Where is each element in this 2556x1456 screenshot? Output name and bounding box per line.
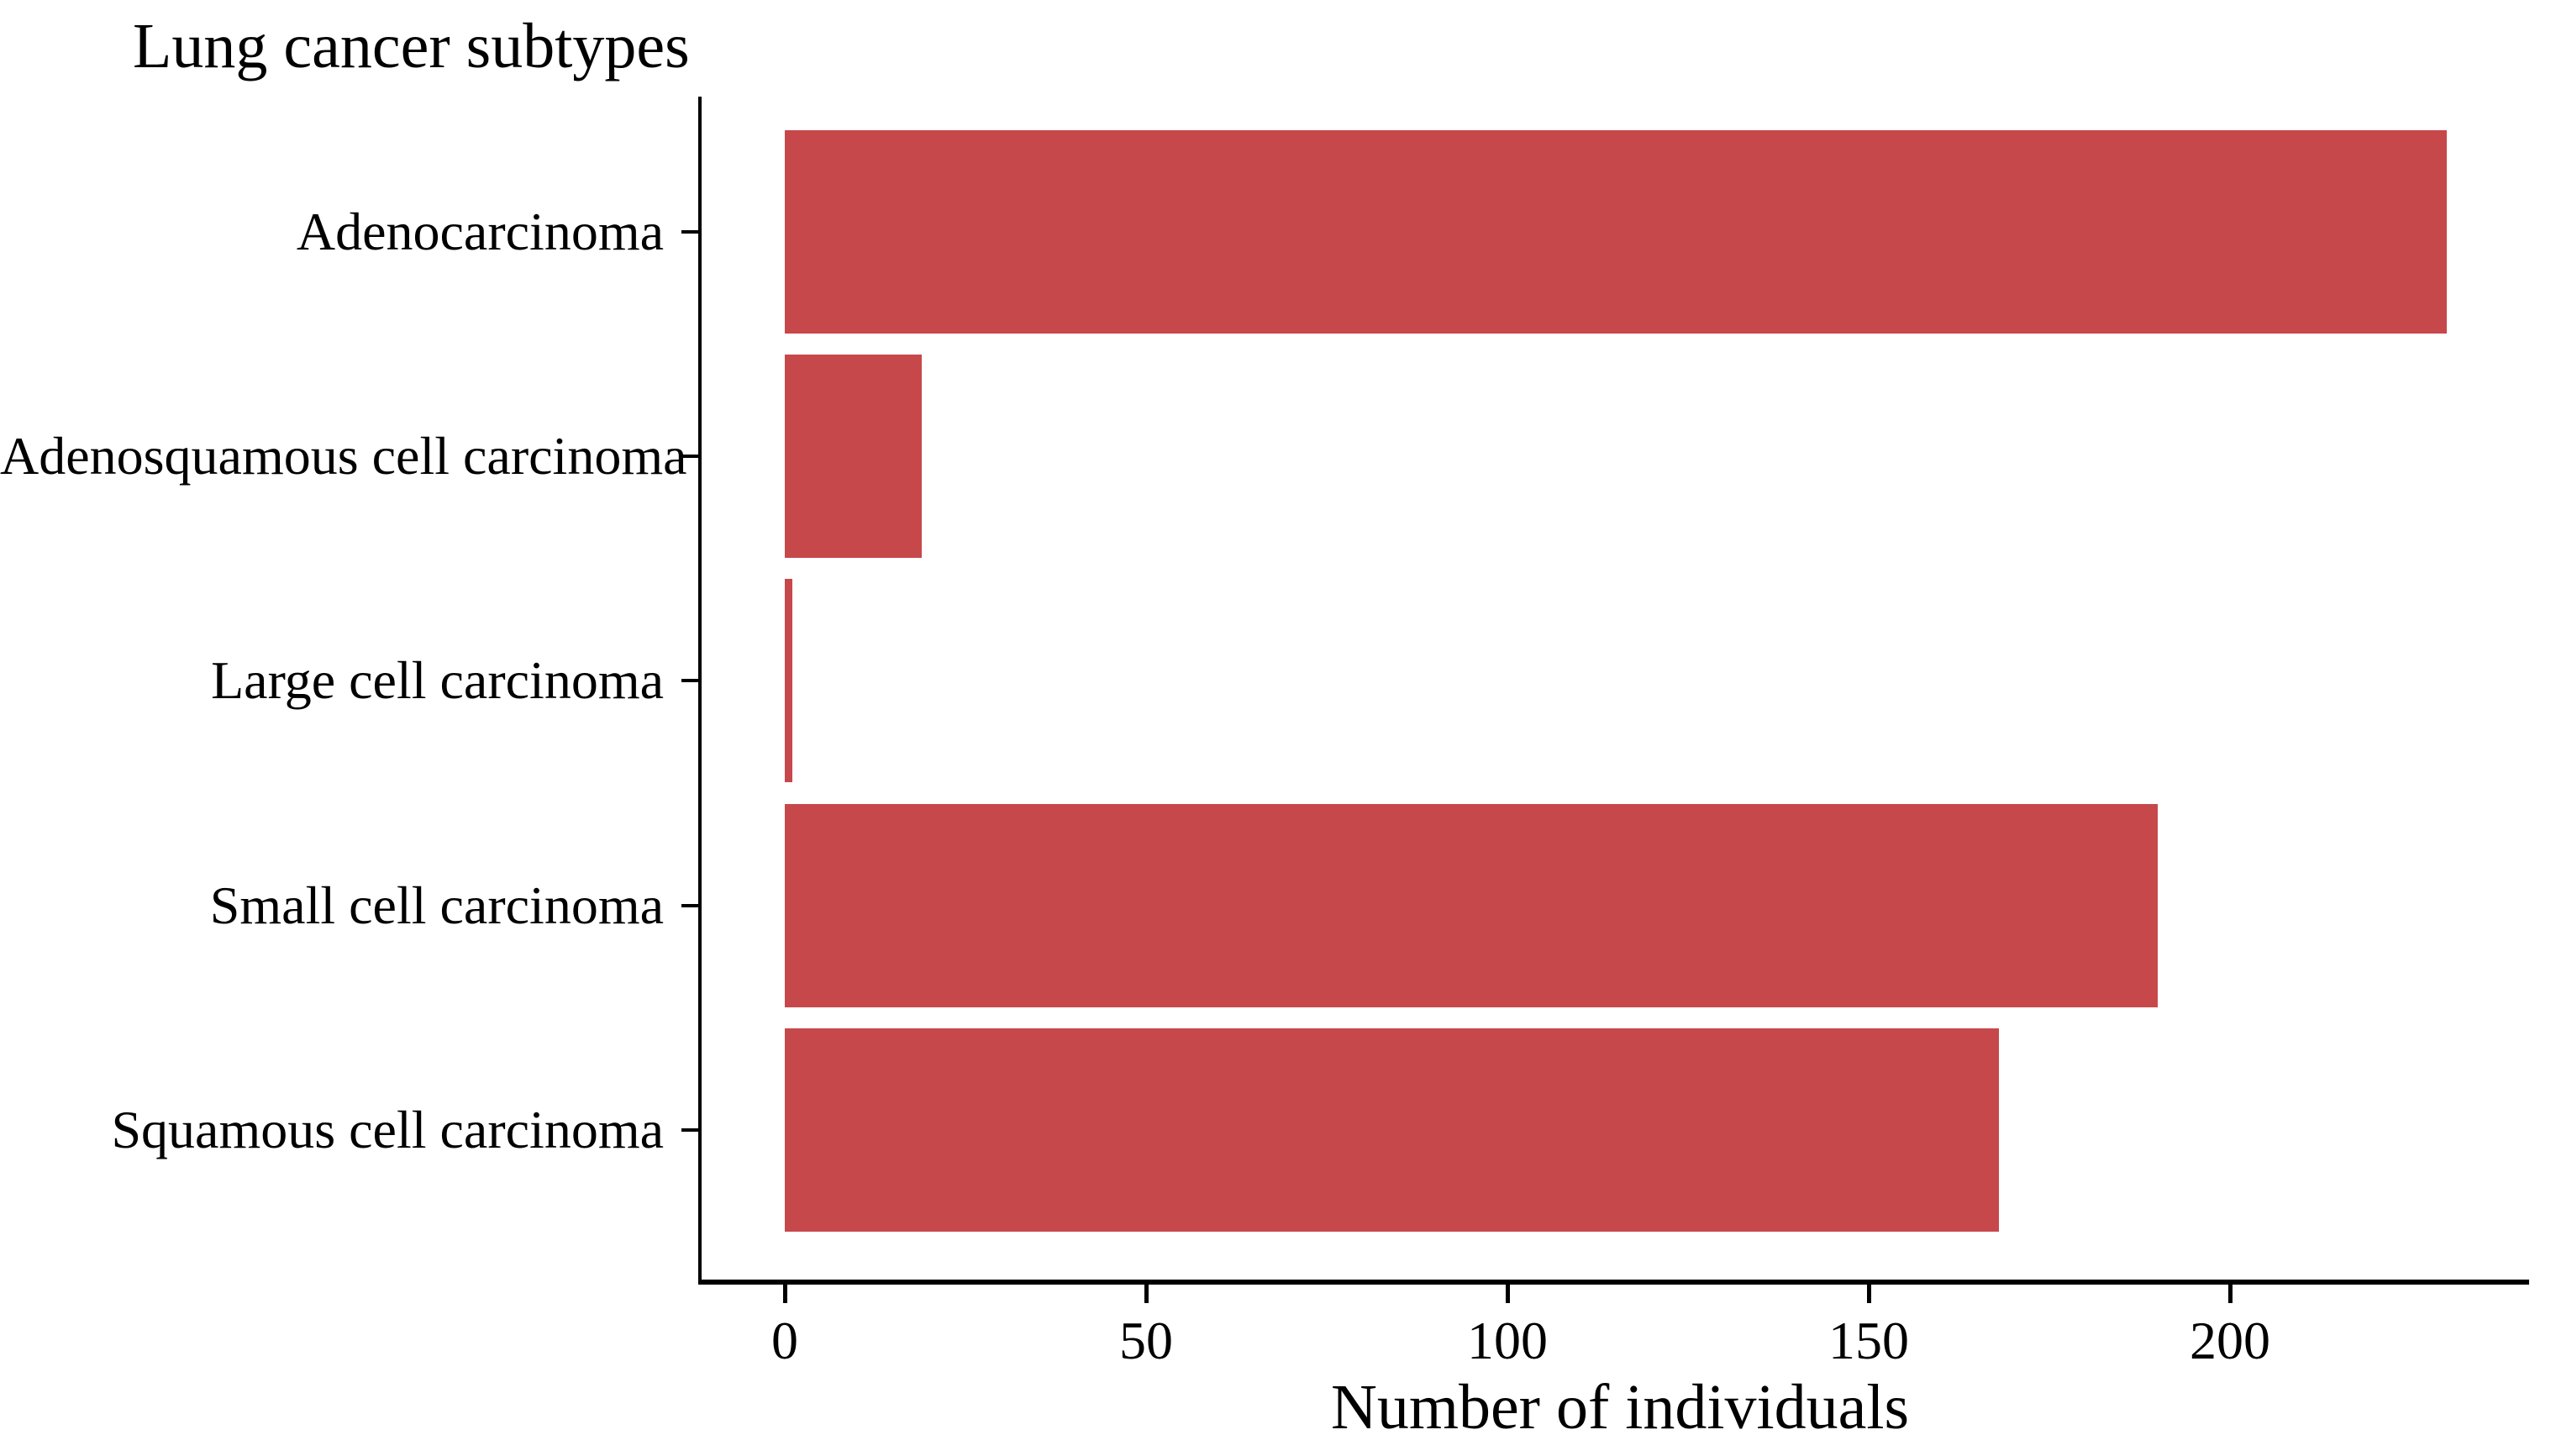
x-axis-title: Number of individuals — [1330, 1372, 1910, 1443]
category-label-squamous-cell-carcinoma: Squamous cell carcinoma — [111, 1099, 664, 1159]
y-tick-large-cell-carcinoma — [681, 679, 700, 683]
x-tick-200 — [2228, 1285, 2233, 1303]
bar-squamous-cell-carcinoma — [785, 1028, 1999, 1232]
category-label-large-cell-carcinoma: Large cell carcinoma — [211, 650, 664, 711]
category-label-small-cell-carcinoma: Small cell carcinoma — [209, 875, 664, 935]
y-axis-line — [698, 97, 702, 1285]
y-tick-adenocarcinoma — [681, 230, 700, 234]
y-tick-small-cell-carcinoma — [681, 903, 700, 907]
x-tick-label-200: 200 — [2190, 1311, 2270, 1370]
x-tick-0 — [783, 1285, 787, 1303]
x-tick-label-0: 0 — [771, 1311, 798, 1370]
category-label-adenosquamous-cell-carcinoma: Adenosquamous cell carcinoma — [0, 426, 687, 486]
y-tick-squamous-cell-carcinoma — [681, 1127, 700, 1132]
x-tick-100 — [1506, 1285, 1510, 1303]
bar-adenocarcinoma — [785, 130, 2447, 334]
bar-adenosquamous-cell-carcinoma — [785, 355, 923, 559]
x-axis-line — [698, 1280, 2529, 1285]
x-tick-label-50: 50 — [1119, 1311, 1173, 1370]
x-tick-50 — [1144, 1285, 1149, 1303]
bar-large-cell-carcinoma — [785, 579, 792, 783]
x-tick-150 — [1867, 1285, 1871, 1303]
bar-small-cell-carcinoma — [785, 803, 2158, 1007]
x-tick-label-150: 150 — [1828, 1311, 1909, 1370]
chart-title: Lung cancer subtypes — [133, 11, 690, 81]
y-tick-adenosquamous-cell-carcinoma — [681, 455, 700, 459]
category-label-adenocarcinoma: Adenocarcinoma — [296, 202, 664, 261]
x-tick-label-100: 100 — [1467, 1311, 1548, 1370]
